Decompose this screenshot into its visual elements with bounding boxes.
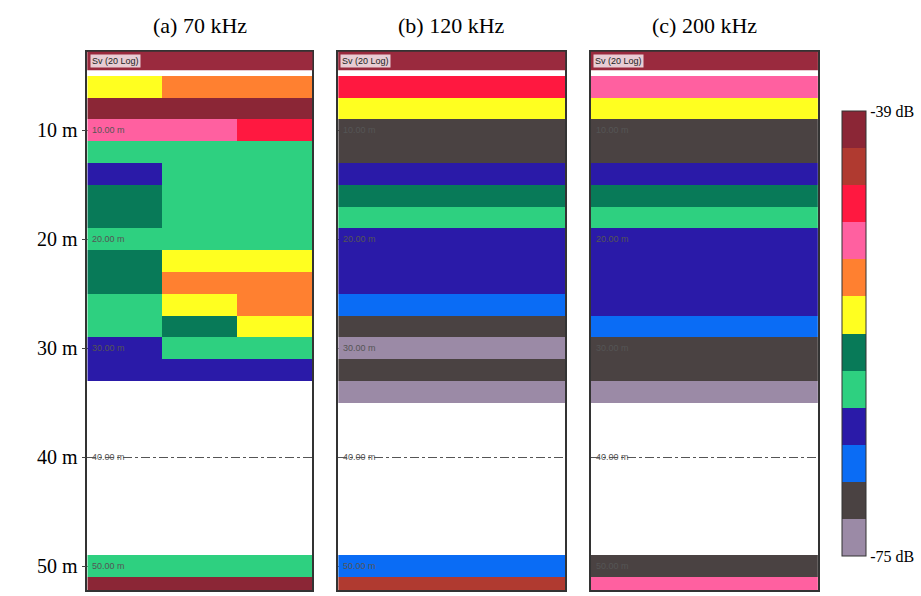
svg-text:Sv (20 Log): Sv (20 Log) bbox=[342, 56, 389, 66]
svg-text:20.00 m: 20.00 m bbox=[343, 234, 376, 244]
svg-text:40.00 m: 40.00 m bbox=[596, 452, 629, 462]
svg-text:30.00 m: 30.00 m bbox=[596, 343, 629, 353]
svg-text:(b) 120 kHz: (b) 120 kHz bbox=[398, 13, 505, 38]
svg-text:30.00 m: 30.00 m bbox=[92, 343, 125, 353]
svg-text:10.00 m: 10.00 m bbox=[343, 125, 376, 135]
svg-text:Sv (20 Log): Sv (20 Log) bbox=[595, 56, 642, 66]
svg-text:-39 dB: -39 dB bbox=[870, 103, 914, 120]
svg-text:Sv (20 Log): Sv (20 Log) bbox=[92, 56, 139, 66]
svg-text:(a) 70 kHz: (a) 70 kHz bbox=[153, 13, 247, 38]
svg-text:40.00 m: 40.00 m bbox=[343, 452, 376, 462]
svg-text:-75 dB: -75 dB bbox=[870, 548, 914, 565]
svg-text:50.00 m: 50.00 m bbox=[92, 561, 125, 571]
svg-text:20.00 m: 20.00 m bbox=[92, 234, 125, 244]
svg-text:20 m: 20 m bbox=[37, 228, 78, 250]
svg-text:(c) 200 kHz: (c) 200 kHz bbox=[652, 13, 757, 38]
svg-text:30.00 m: 30.00 m bbox=[343, 343, 376, 353]
svg-text:20.00 m: 20.00 m bbox=[596, 234, 629, 244]
svg-text:30 m: 30 m bbox=[37, 337, 78, 359]
svg-text:50.00 m: 50.00 m bbox=[596, 561, 629, 571]
svg-text:50 m: 50 m bbox=[37, 555, 78, 577]
svg-text:50.00 m: 50.00 m bbox=[343, 561, 376, 571]
svg-text:10.00 m: 10.00 m bbox=[596, 125, 629, 135]
svg-text:10.00 m: 10.00 m bbox=[92, 125, 125, 135]
svg-text:40 m: 40 m bbox=[37, 446, 78, 468]
svg-text:10 m: 10 m bbox=[37, 119, 78, 141]
svg-text:40.00 m: 40.00 m bbox=[92, 452, 125, 462]
